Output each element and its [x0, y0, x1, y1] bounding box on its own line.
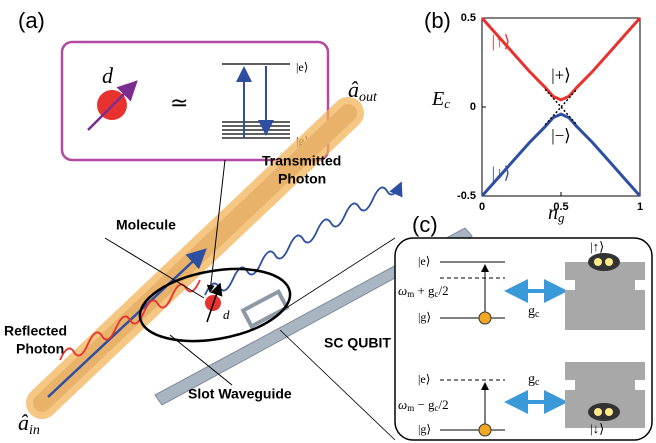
annotation: |↑⟩	[492, 32, 511, 51]
panel-label: (a)	[18, 8, 45, 33]
molecule-label: Molecule	[116, 217, 176, 233]
figure: (a) d ≃ |e⟩ |g⟩ d Molecule Transmitted P…	[0, 0, 656, 443]
qubit-label: SC QUBIT	[324, 335, 391, 351]
a-out: âout	[348, 77, 378, 105]
waveguide-label: Slot Waveguide	[188, 386, 292, 402]
x-tick-label: 0	[479, 201, 485, 213]
op: + g	[414, 283, 435, 298]
tail: /2	[439, 397, 449, 412]
x-tick-label: 1	[637, 201, 643, 213]
level-e: |e⟩	[418, 254, 430, 268]
state: |↑⟩	[590, 239, 604, 254]
annotation: |↓⟩	[492, 164, 511, 183]
reflected-label: Reflected	[4, 323, 67, 339]
g: g	[528, 372, 535, 387]
y-tick-label: 0.5	[461, 12, 476, 24]
sub: m	[407, 403, 414, 413]
transmitted-label: Transmitted	[262, 153, 341, 169]
sub: m	[407, 289, 414, 299]
level-g: |g⟩	[418, 422, 431, 436]
a-out-main: â	[348, 77, 359, 102]
curve	[482, 18, 640, 100]
qubit-island	[243, 292, 287, 327]
state: |↓⟩	[590, 421, 604, 436]
panel-label: (c)	[412, 212, 438, 237]
op: − g	[414, 397, 435, 412]
level-g: |g⟩	[418, 310, 431, 324]
y-label: Ec	[431, 88, 450, 111]
freq-label: ωm − gc/2	[398, 397, 449, 413]
a-in-sub: in	[29, 423, 40, 438]
panel-label: (b)	[424, 8, 451, 33]
dipole-small: d	[223, 307, 230, 322]
omega: ω	[398, 397, 407, 412]
approx: ≃	[170, 90, 188, 115]
incident-photon	[48, 250, 205, 397]
levels	[222, 64, 290, 138]
y-tick-label: -0.5	[457, 190, 476, 202]
level-e: |e⟩	[418, 372, 430, 386]
a-out-sub: out	[359, 90, 378, 105]
annotation: |+⟩	[551, 66, 571, 85]
dipole-label: d	[102, 63, 114, 88]
level-e: |e⟩	[296, 60, 308, 74]
tail: /2	[439, 283, 449, 298]
reflected-label: Photon	[16, 341, 64, 357]
sub: c	[535, 309, 540, 320]
g: g	[528, 304, 535, 319]
x-label-main: n	[548, 202, 558, 224]
omega: ω	[398, 283, 407, 298]
transmitted-label: Photon	[278, 171, 326, 187]
x-label-sub: g	[558, 210, 565, 225]
freq-label: ωm + gc/2	[398, 283, 449, 299]
y-tick-label: 0	[470, 101, 476, 113]
a-in-main: â	[18, 410, 29, 435]
y-label-sub: c	[444, 96, 450, 111]
sub: c	[535, 377, 540, 388]
dipole-arrow	[88, 82, 136, 130]
annotation: |−⟩	[551, 126, 571, 145]
y-label-main: E	[431, 88, 444, 110]
